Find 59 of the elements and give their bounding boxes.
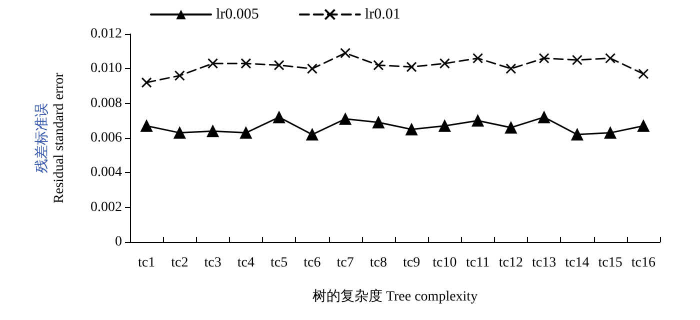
y-tick-label: 0.012 [90,26,122,42]
point [605,53,616,64]
point [504,122,517,134]
x-tick-label: tc1 [138,256,156,270]
point [538,111,550,124]
y-tick-label: 0.004 [90,165,122,180]
x-tick-label: tc11 [466,256,490,270]
y-tick-label: 0.010 [90,61,122,76]
point [637,120,650,132]
x-tick-label: tc4 [237,256,254,270]
legend-label: lr0.01 [364,6,400,22]
point [406,123,418,136]
point [372,116,384,128]
y-tick-label: 0 [115,234,122,250]
point [141,77,152,88]
point [306,128,318,141]
y-axis-title: 残差标准误 Residual standard error [34,72,67,204]
x-tick-label: tc6 [304,256,321,270]
point [340,48,351,58]
x-tick-label: tc12 [498,256,523,270]
point [604,126,616,139]
x-tick-label: tc2 [171,256,188,270]
x-tick-label: tc16 [631,256,656,270]
point [206,125,219,138]
point [273,111,286,124]
x-tick-label: tc8 [370,256,387,270]
x-tick-label: tc9 [403,256,420,270]
point [572,54,582,66]
point [174,126,186,139]
x-tick-label: tc15 [598,256,622,270]
point [174,70,185,81]
x-axis-title: 树的复杂度 Tree complexity [312,288,478,304]
point [406,62,417,72]
y-tick-label: 0.008 [90,96,122,111]
point [538,53,550,64]
point [571,128,584,141]
point [472,53,484,64]
x-tick-label: tc10 [432,256,457,270]
y-tick-label: 0.002 [90,200,122,215]
x-tick-label: tc5 [270,256,288,270]
point [208,58,218,69]
point [439,58,450,69]
y-tick-label: 0.006 [90,130,122,146]
x-tick-label: tc14 [565,256,590,270]
x-tick-label: tc3 [204,256,222,270]
point [274,60,284,70]
point [240,58,252,69]
point [438,120,451,132]
x-tick-label: tc13 [532,256,556,270]
point [306,63,318,74]
point [240,126,252,139]
x-tick-label: tc7 [336,256,354,270]
point [472,114,484,127]
legend-label: lr0.005 [216,6,259,22]
point [373,60,384,70]
point [638,68,649,80]
point [339,112,352,125]
point [506,63,516,74]
point [140,120,153,132]
